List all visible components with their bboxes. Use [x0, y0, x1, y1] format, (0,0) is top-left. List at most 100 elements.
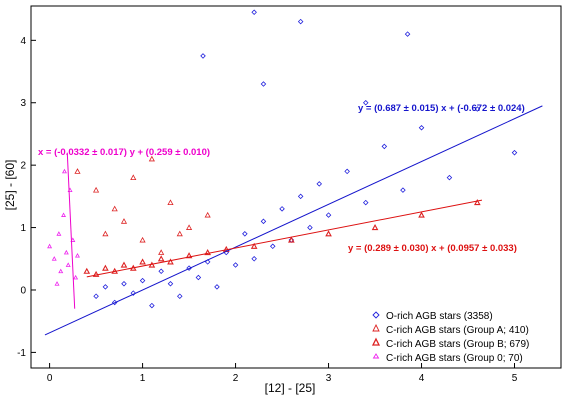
data-point: [344, 168, 350, 175]
legend-label: C-rich AGB stars (Group 0; 70): [386, 353, 523, 364]
data-point: [269, 243, 276, 250]
data-point: [158, 268, 164, 275]
data-point: [511, 149, 518, 156]
y-tick-label: 2: [20, 161, 26, 172]
data-point: [61, 212, 67, 217]
data-point: [139, 236, 146, 243]
data-point: [130, 174, 137, 181]
data-point: [74, 168, 81, 174]
legend-item-c-rich-b: C-rich AGB stars (Group B; 679): [371, 337, 529, 350]
x-tick-label: 0: [47, 373, 53, 384]
data-point: [157, 255, 165, 262]
y-axis-label: [25] - [60]: [3, 160, 17, 211]
x-axis-label: [12] - [25]: [265, 381, 316, 395]
data-point: [51, 256, 57, 261]
data-point: [371, 224, 379, 231]
data-point: [111, 205, 118, 212]
data-point: [362, 99, 369, 106]
data-point: [148, 155, 155, 162]
data-point: [73, 274, 79, 280]
data-point: [185, 252, 193, 259]
y-tick-label: 4: [20, 36, 26, 47]
data-point: [83, 267, 91, 274]
y-tick-label: 0: [20, 285, 26, 296]
data-point: [288, 236, 295, 243]
x-tick-label: 1: [140, 373, 146, 384]
data-point: [446, 174, 453, 181]
data-point: [204, 211, 211, 218]
data-point: [158, 249, 165, 255]
legend-label: C-rich AGB stars (Group A; 410): [386, 325, 529, 336]
data-point: [121, 280, 127, 287]
fit-lines: [44, 105, 543, 336]
data-point: [260, 81, 267, 87]
data-point: [200, 53, 206, 59]
data-point: [418, 211, 425, 218]
data-point: [325, 230, 332, 237]
data-point: [167, 258, 174, 265]
data-point: [177, 293, 183, 299]
legend-marker-triangle-open-icon: [372, 323, 380, 332]
data-point: [214, 284, 220, 290]
data-point: [251, 9, 257, 16]
data-point: [232, 262, 239, 268]
data-point: [474, 106, 481, 112]
data-point: [65, 262, 71, 267]
data-point: [242, 231, 248, 237]
data-point: [404, 31, 411, 37]
data-point: [120, 218, 128, 224]
data-point: [204, 248, 211, 256]
legend-label: O-rich AGB stars (3358): [386, 311, 493, 322]
fit-equation-group0: x = (-0.0332 ± 0.017) y + (0.259 ± 0.010…: [38, 147, 210, 158]
data-point: [61, 168, 67, 174]
data-point: [139, 277, 146, 284]
data-point: [75, 253, 80, 258]
data-point: [56, 231, 62, 236]
y-tick-label: 3: [20, 98, 26, 109]
data-point: [102, 230, 109, 237]
data-point: [381, 143, 388, 150]
data-point: [149, 302, 155, 309]
legend-label: C-rich AGB stars (Group B; 679): [386, 339, 529, 350]
data-point: [195, 274, 202, 281]
data-point: [58, 268, 64, 274]
data-point: [102, 284, 109, 290]
data-point: [279, 206, 285, 212]
data-point: [93, 293, 99, 299]
data-point: [260, 218, 267, 225]
fit-line-1: [86, 199, 483, 278]
data-point: [47, 243, 53, 249]
legend-item-c-rich-a: C-rich AGB stars (Group A; 410): [372, 323, 529, 336]
fit-line-0: [44, 105, 543, 336]
data-point: [473, 199, 481, 206]
data-point: [54, 281, 60, 286]
x-tick-label: 5: [512, 373, 518, 384]
data-point: [167, 280, 174, 287]
fit-equation-o-rich: y = (0.687 ± 0.015) x + (-0.672 ± 0.024): [358, 103, 525, 114]
y-tick-label: -1: [17, 348, 26, 359]
data-point: [120, 261, 128, 268]
axis-ticks: 0 1 2 3 4 5 -1 0 1 2 3 4: [17, 36, 518, 384]
data-point: [167, 199, 174, 206]
plot-frame: [30, 5, 562, 369]
data-point: [362, 199, 369, 206]
legend-marker-diamond-icon: [372, 311, 380, 319]
data-point: [92, 270, 100, 277]
data-point: [325, 212, 332, 218]
data-point: [70, 237, 76, 242]
data-point: [418, 124, 425, 131]
legend-item-o-rich: O-rich AGB stars (3358): [372, 311, 493, 322]
data-point: [307, 224, 313, 231]
data-point: [250, 242, 258, 249]
data-point: [93, 186, 100, 193]
data-point: [251, 256, 257, 262]
data-point: [297, 18, 304, 25]
data-point: [297, 193, 304, 200]
data-point: [102, 264, 109, 271]
legend-marker-triangle-icon: [371, 337, 381, 346]
data-point: [63, 249, 69, 255]
data-point: [400, 187, 406, 193]
fit-line-2: [66, 152, 76, 309]
data-point: [139, 258, 146, 265]
